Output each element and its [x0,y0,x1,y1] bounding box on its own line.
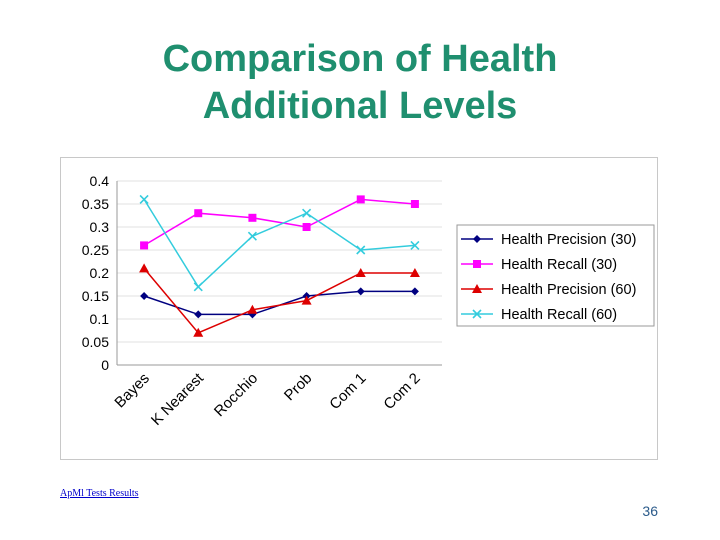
x-tick-label: Rocchio [211,370,261,420]
data-point [193,327,204,337]
legend-label: Health Recall (60) [501,307,617,323]
series-line [143,290,415,316]
y-tick-label: 0 [101,357,109,373]
y-tick-label: 0.2 [90,265,110,281]
legend-box [456,224,655,327]
data-point [248,213,257,222]
legend-marker [472,284,482,293]
x-tick-label: Com 2 [380,370,423,413]
y-tick-label: 0.3 [90,219,110,235]
x-tick-label: K Nearest [148,369,208,429]
series-line [143,198,415,247]
data-point [139,263,150,273]
y-tick-label: 0.15 [82,288,109,304]
data-point [140,292,149,300]
data-point [194,310,203,319]
legend-label: Health Recall (30) [501,257,617,273]
data-point [356,287,365,296]
data-point [355,268,366,277]
legend-marker [473,260,481,268]
x-tick-label: Com 1 [326,370,369,413]
data-point [410,200,419,208]
slide-title-line-1: Comparison of Health [162,38,558,80]
data-point [410,240,420,250]
data-point [302,208,312,218]
data-point [247,231,257,241]
data-point [301,295,312,305]
y-tick-label: 0.25 [82,242,109,258]
data-point [409,268,420,277]
data-point [356,245,366,255]
data-point [193,282,203,292]
data-point [140,241,149,250]
data-point [410,287,419,296]
x-tick-label: Bayes [111,370,153,412]
data-point [247,304,258,314]
series-line [143,267,415,334]
legend-marker [472,309,482,319]
data-point [302,223,311,231]
data-point [194,209,203,218]
y-tick-label: 0.1 [90,311,110,327]
legend-label: Health Precision (60) [501,282,636,298]
results-link[interactable]: ApMl Tests Results [60,488,139,499]
data-point [139,194,149,204]
legend-marker [473,235,481,243]
y-tick-label: 0.4 [90,173,110,189]
x-tick-label: Prob [281,370,315,404]
data-point [356,195,365,204]
legend-label: Health Precision (30) [501,232,636,248]
slide-title-line-2: Additional Levels [202,85,518,127]
y-tick-label: 0.05 [82,334,109,350]
series-line [143,199,415,288]
page-number: 36 [642,503,658,519]
y-tick-label: 0.35 [82,196,109,212]
